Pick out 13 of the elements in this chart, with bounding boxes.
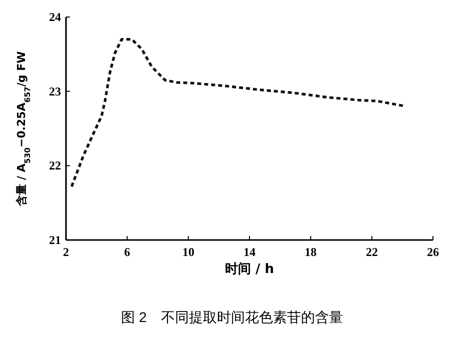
caption: 图 2 不同提取时间花色素苷的含量: [121, 309, 343, 325]
y-tick-label: 24: [49, 10, 61, 24]
y-tick-label: 23: [49, 84, 61, 98]
x-tick-label: 6: [124, 245, 130, 259]
x-tick-label: 22: [366, 245, 378, 259]
x-tick-label: 26: [427, 245, 439, 259]
x-axis-title: 时间 / h: [224, 262, 274, 277]
y-tick-label: 21: [49, 233, 61, 247]
x-tick-label: 2: [63, 245, 69, 259]
y-tick-label: 22: [49, 158, 61, 173]
x-tick-label: 10: [182, 245, 194, 259]
x-tick-label: 18: [304, 245, 317, 259]
x-tick-label: 14: [244, 245, 256, 259]
